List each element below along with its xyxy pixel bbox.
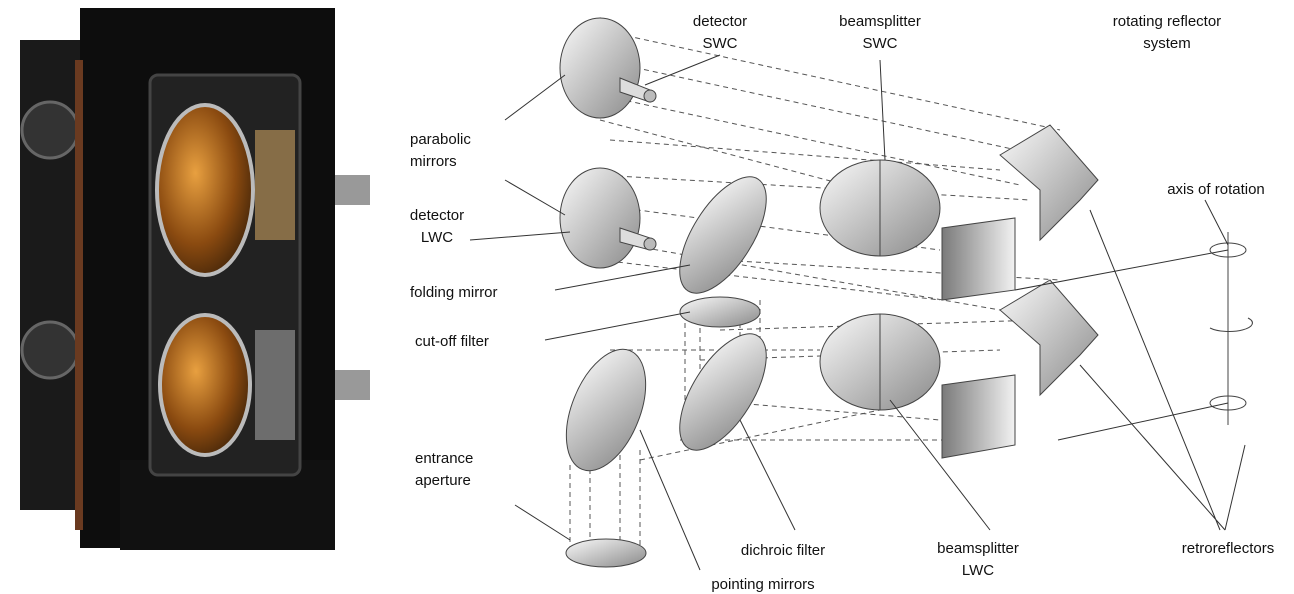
label: axis of rotation — [1167, 181, 1265, 198]
label: LWC — [421, 229, 453, 246]
label: entrance — [415, 450, 473, 467]
leader-lines — [469, 54, 1246, 571]
label: detector — [410, 207, 464, 224]
label: pointing mirrors — [711, 576, 814, 593]
label: system — [1143, 35, 1191, 52]
label: folding mirror — [410, 284, 498, 301]
labels: detector SWC beamsplitter SWC rotating refle… — [410, 13, 1274, 593]
label: parabolic — [410, 131, 471, 148]
label: rotating reflector — [1113, 13, 1221, 30]
label: dichroic filter — [741, 542, 825, 559]
label: mirrors — [410, 153, 457, 170]
label: SWC — [863, 35, 898, 52]
label: detector — [693, 13, 747, 30]
label: retroreflectors — [1182, 540, 1275, 557]
instrument-photo — [20, 8, 370, 550]
label: LWC — [962, 562, 994, 579]
label: cut-off filter — [415, 333, 489, 350]
optics — [559, 17, 1253, 568]
label: beamsplitter — [937, 540, 1019, 557]
label: SWC — [703, 35, 738, 52]
beam-paths — [569, 29, 1061, 555]
label: aperture — [415, 472, 471, 489]
label: beamsplitter — [839, 13, 921, 30]
